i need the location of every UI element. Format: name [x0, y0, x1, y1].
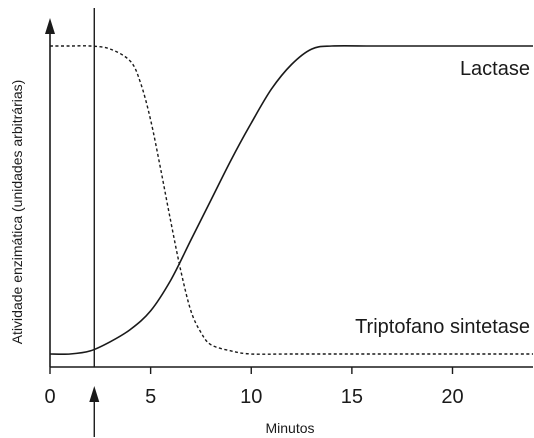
- x-ticks: 0 5 10 15 20: [44, 367, 464, 408]
- y-axis-title: Atividade enzimática (unidades arbitrári…: [9, 80, 25, 345]
- series-label-triptofano-sintetase: Triptofano sintetase: [355, 316, 530, 338]
- marker-arrow-icon: [89, 386, 100, 402]
- x-tick-label-10: 10: [240, 386, 262, 408]
- series-label-lactase: Lactase: [460, 58, 530, 80]
- labels: Lactase Triptofano sintetase Minutos Ativid…: [9, 58, 530, 436]
- series-line-triptofano-sintetase: [50, 45, 533, 355]
- x-axis-title: Minutos: [265, 420, 314, 436]
- x-tick-label-15: 15: [341, 386, 363, 408]
- x-tick-label-5: 5: [145, 386, 156, 408]
- x-tick-label-20: 20: [441, 386, 463, 408]
- series-lines: [49, 44, 533, 356]
- y-axis-arrow-icon: [45, 18, 55, 34]
- x-tick-label-0: 0: [44, 386, 55, 408]
- series-line-lactase: [49, 44, 533, 356]
- axes: [45, 8, 533, 437]
